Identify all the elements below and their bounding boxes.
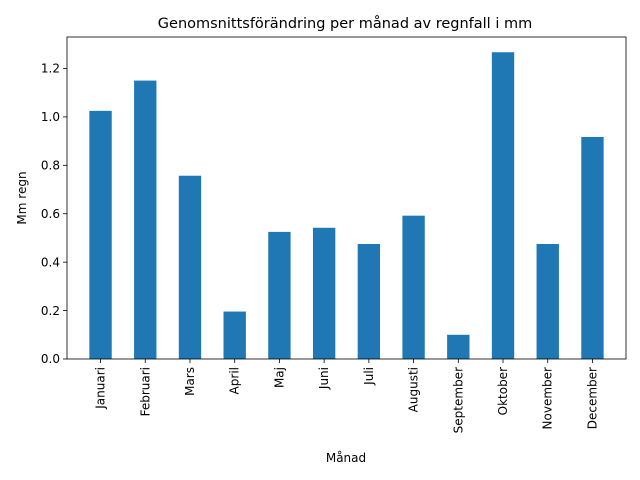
- y-tick-label: 0.4: [41, 255, 60, 269]
- x-tick-label: Mars: [183, 367, 197, 396]
- y-axis-label: Mm regn: [15, 171, 29, 224]
- x-tick-label: April: [228, 367, 242, 394]
- bar-november: [536, 244, 559, 359]
- x-tick-label: Augusti: [407, 367, 421, 412]
- x-tick-label: December: [585, 367, 599, 429]
- y-tick-label: 0.0: [41, 352, 60, 366]
- y-tick-label: 0.8: [41, 159, 60, 173]
- bar-februari: [134, 80, 157, 359]
- bar-juli: [357, 244, 381, 359]
- x-tick-label: Juni: [317, 367, 331, 390]
- x-tick-label: Juli: [362, 367, 376, 386]
- y-tick-label: 1.2: [41, 62, 60, 76]
- bar-april: [223, 311, 246, 359]
- bar-maj: [268, 231, 291, 359]
- x-tick-label: Maj: [272, 367, 286, 388]
- x-tick-label: Februari: [138, 367, 152, 416]
- y-axis: 0.0 0.2 0.4 0.6 0.8 1.0 1.2: [41, 62, 67, 366]
- chart-title: Genomsnittsförändring per månad av regnf…: [158, 15, 532, 32]
- x-axis-label: Månad: [326, 451, 366, 465]
- y-tick-label: 1.0: [41, 110, 60, 124]
- bars-group: [89, 52, 604, 359]
- y-tick-label: 0.2: [41, 304, 60, 318]
- x-tick-label: November: [541, 367, 555, 429]
- bar-juni: [312, 227, 336, 359]
- x-tick-label: Januari: [94, 367, 108, 410]
- bar-mars: [178, 175, 202, 359]
- x-tick-label: September: [451, 367, 465, 433]
- y-tick-label: 0.6: [41, 207, 60, 221]
- bar-september: [447, 334, 470, 359]
- plot-frame: [66, 36, 627, 360]
- bar-oktober: [491, 52, 515, 359]
- bar-december: [581, 136, 604, 359]
- x-tick-label: Oktober: [496, 367, 510, 415]
- x-axis: Januari Februari Mars April Maj Juni Juli Augus…: [94, 359, 599, 433]
- bar-januari: [89, 110, 112, 359]
- bar-augusti: [402, 215, 425, 359]
